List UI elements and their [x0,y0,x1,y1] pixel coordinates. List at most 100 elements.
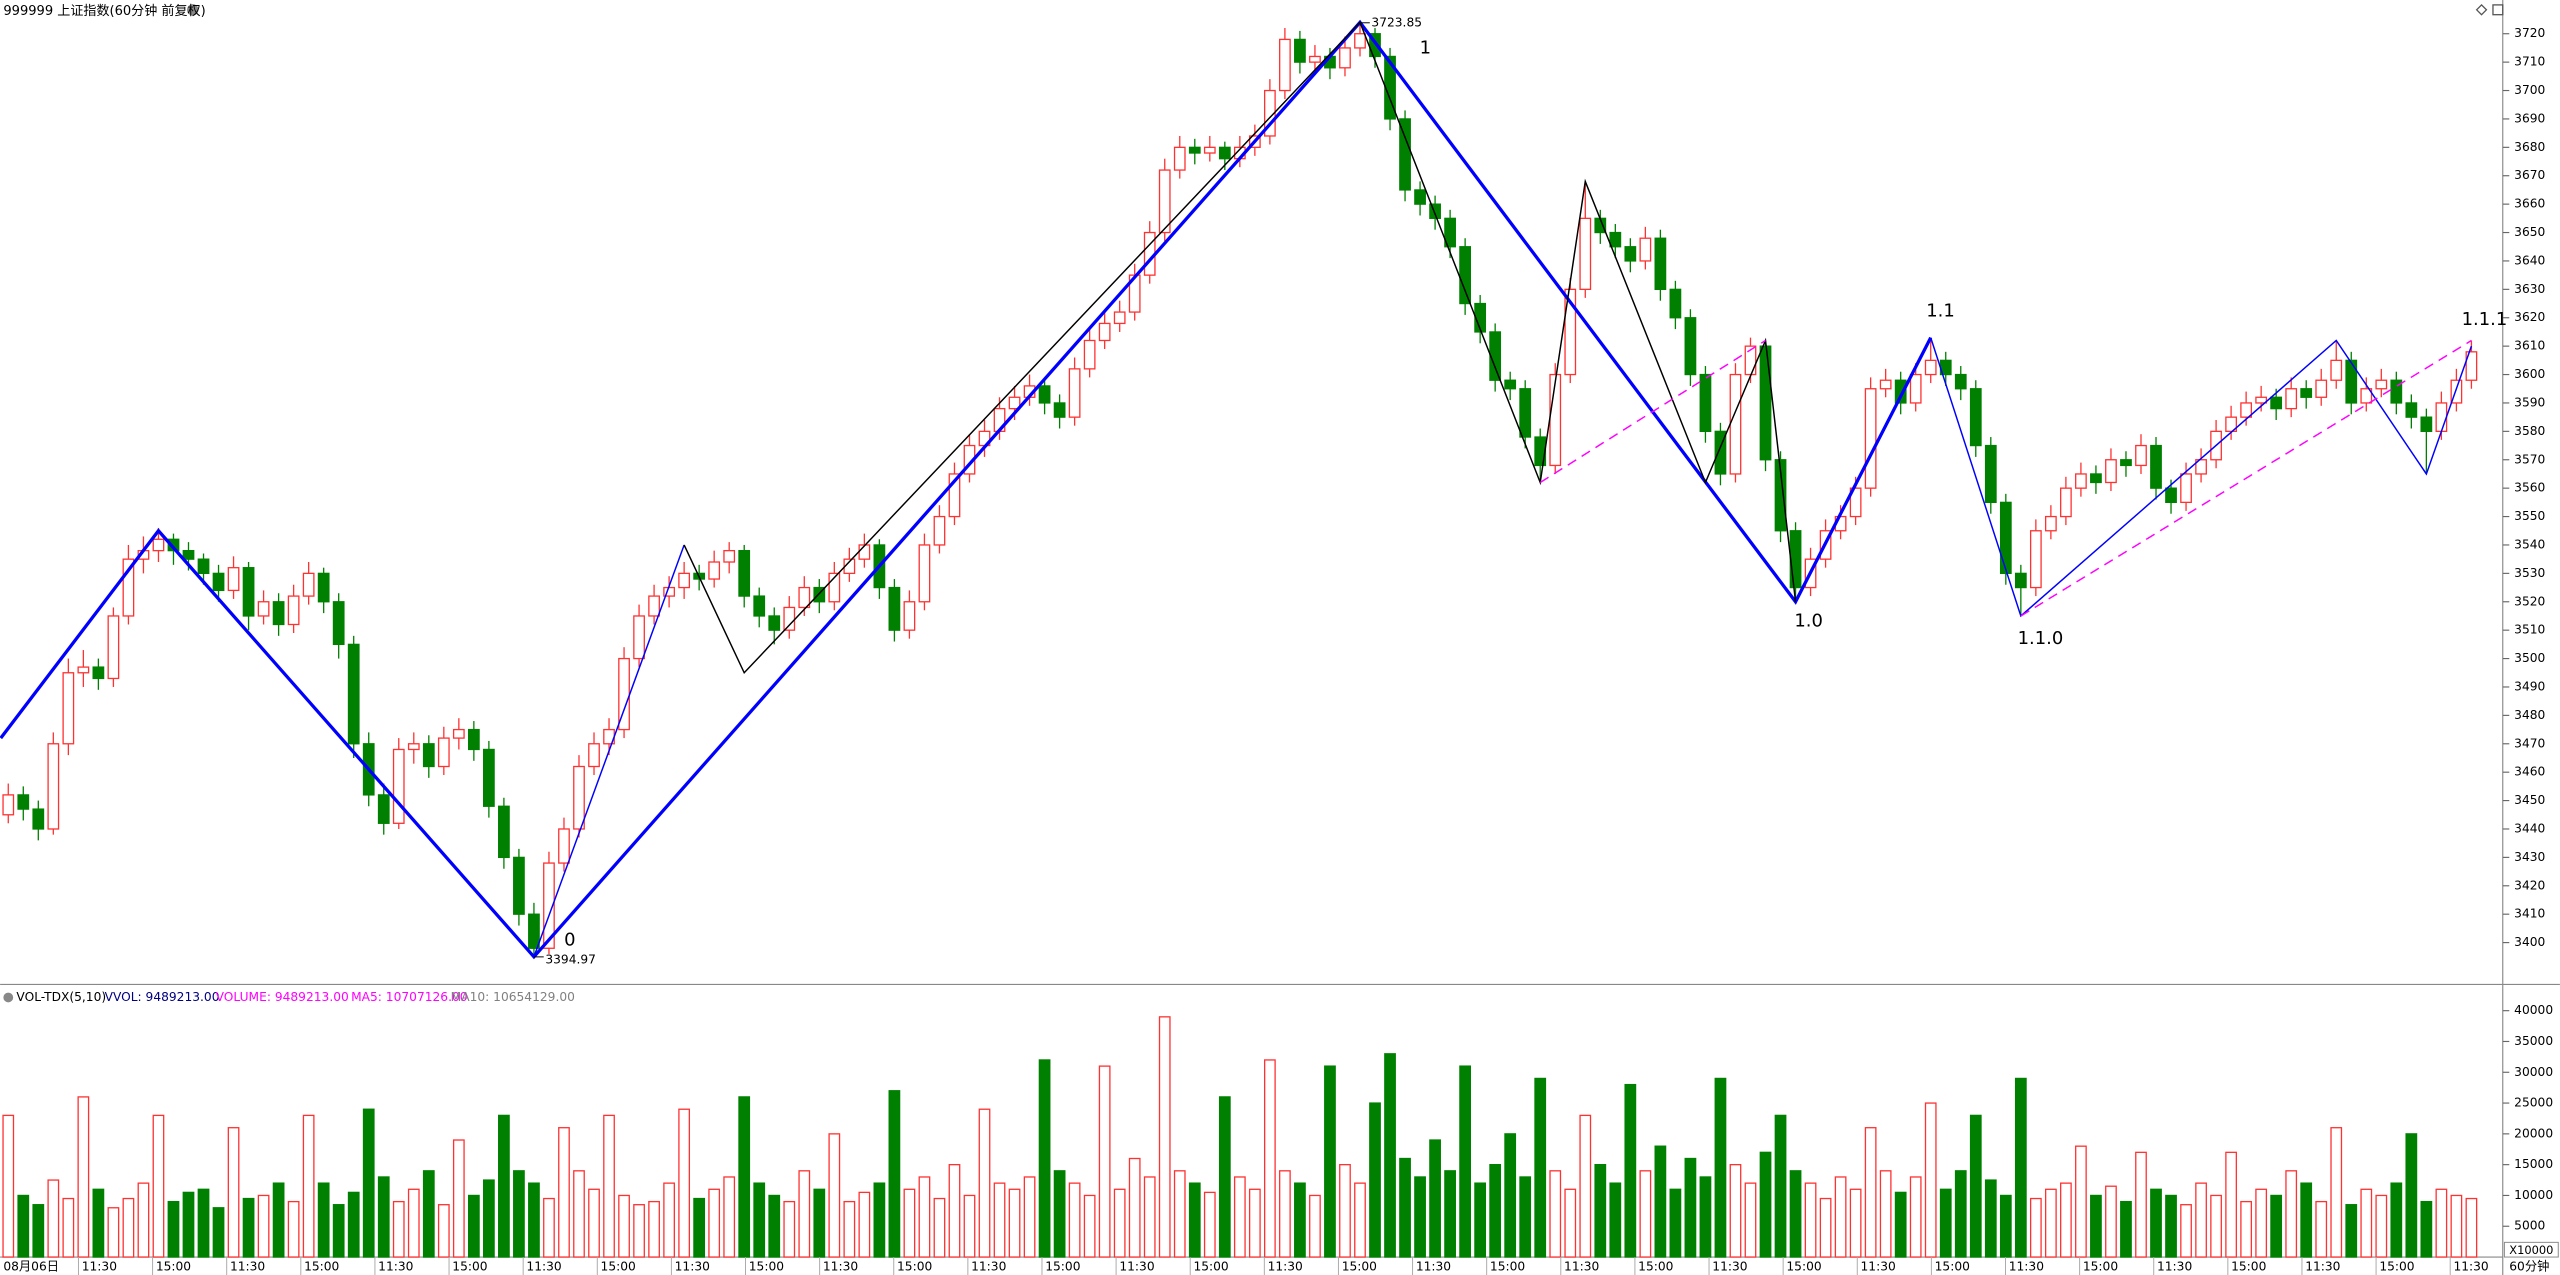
volume-bar [2165,1194,2177,1258]
wave-label: 1.1.0 [2018,628,2064,649]
y-tick-label: 3650 [2514,225,2545,239]
volume-bar [768,1194,781,1258]
y-tick-label: 3430 [2514,850,2545,864]
candle-body [182,549,195,560]
time-label: 11:30 [1119,1259,1154,1273]
candle-body [2090,473,2102,484]
volume-bar [1639,1170,1652,1258]
candle-body [1984,444,1997,504]
volume-bar [1984,1179,1997,1258]
candle-body [227,567,240,592]
time-label: 11:30 [1861,1259,1896,1273]
candle-body [2315,379,2328,398]
candle-body [2255,396,2268,404]
candle-body [167,538,180,552]
volume-bar [603,1114,615,1258]
volume-bar [738,1096,751,1258]
candle-body [558,828,570,864]
volume-bar [1879,1170,1892,1258]
candle-body [407,743,420,751]
candle-body [257,601,270,617]
volume-bar [1534,1077,1547,1258]
volume-bar [17,1194,30,1258]
time-label: 11:30 [2453,1259,2488,1273]
volume-bar [873,1182,886,1258]
y-tick-label: 20000 [2514,1126,2553,1140]
y-tick-label: 3520 [2514,594,2545,608]
candle-body [2345,359,2358,404]
volume-bar [287,1200,300,1258]
candle-body [2075,473,2087,489]
volume-bar [933,1197,946,1258]
candle-body [528,913,540,949]
time-label: 11:30 [1564,1259,1599,1273]
candle-body [1008,396,1021,410]
volume-bar [498,1114,510,1258]
candle-body [723,549,736,563]
candle-body [1894,379,1907,404]
volume-bar [107,1207,120,1258]
candle-body [1264,89,1276,137]
y-tick-label: 30000 [2514,1065,2553,1079]
diamond-icon[interactable] [2475,3,2488,16]
volume-bar [1354,1182,1366,1258]
time-label: 15:00 [1935,1259,1970,1273]
time-label: 11:30 [823,1259,858,1273]
volume-bar [272,1182,285,1258]
candle-body [1339,47,1351,69]
volume-bar [948,1164,961,1258]
volume-bar [1489,1164,1502,1258]
volume-bar [2360,1188,2373,1258]
y-tick-label: 3530 [2514,566,2545,580]
volume-bar [2300,1182,2313,1258]
settings-icon[interactable] [187,4,199,16]
candle-body [633,615,645,660]
volume-bar [92,1188,105,1258]
time-label: 15:00 [1342,1259,1377,1273]
candle-body [573,765,585,830]
candle-body [948,473,961,518]
restore-icon[interactable] [2492,4,2504,16]
volume-bar [1384,1053,1396,1258]
wave-line [533,544,685,958]
volume-bar [1158,1016,1171,1258]
volume-bar [182,1191,195,1258]
time-label: 15:00 [1045,1259,1080,1273]
volume-bar [2465,1197,2478,1258]
indicator-icon[interactable] [3,992,14,1003]
volume-bar [392,1200,405,1258]
candle-body [1774,459,1787,532]
volume-bar [1864,1127,1877,1258]
time-label: 15:00 [2083,1259,2118,1273]
y-tick-label: 3420 [2514,878,2545,892]
volume-bar [2390,1182,2403,1258]
candle-body [302,572,315,597]
candle-body [2105,459,2117,484]
candle-body [1489,331,1502,381]
candle-body [1639,237,1652,262]
candle-body [2360,388,2373,404]
candle-body [2435,402,2448,433]
volume-bar [978,1108,991,1258]
wave-label: 1.1.1 [2462,309,2508,330]
volume-bar [362,1108,375,1258]
candle-body [2029,530,2042,589]
candle-body [543,862,555,949]
volume-bar [1804,1182,1817,1258]
y-tick-label: 3630 [2514,282,2545,296]
volume-bar [377,1176,390,1258]
candle-body [1038,385,1051,404]
volume-bar [1369,1102,1381,1258]
volume-bar [858,1191,871,1258]
volume-bar [663,1182,675,1258]
wave-label: 1.1 [1926,301,1955,322]
candle-body [152,538,165,552]
y-tick-label: 3560 [2514,481,2545,495]
volume-bar [167,1200,180,1258]
volume-bar [2210,1194,2222,1258]
candle-body [1714,430,1727,475]
candle-body [452,728,465,739]
time-label: 15:00 [749,1259,784,1273]
y-tick-label: 3620 [2514,310,2545,324]
